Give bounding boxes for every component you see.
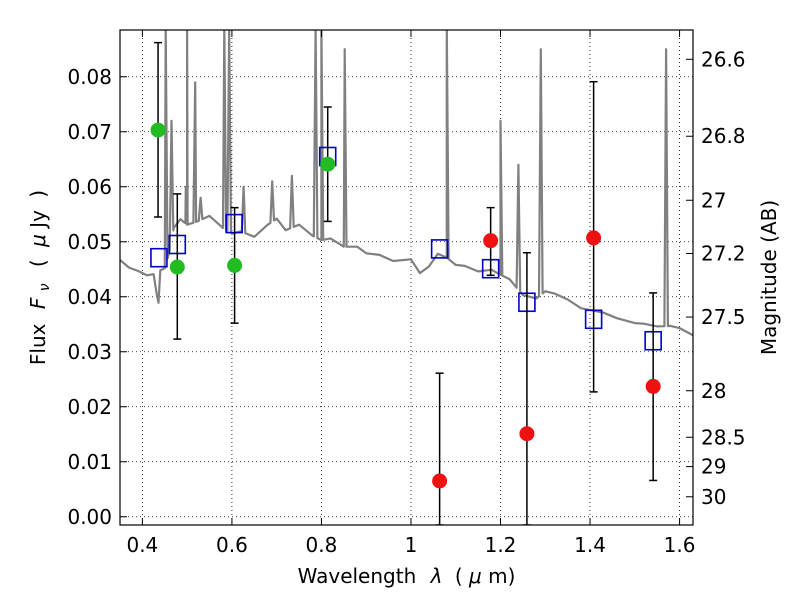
model-spectrum-line (120, 30, 693, 337)
optical-detection-point (320, 156, 336, 172)
mag-tick-label: 26.8 (701, 124, 746, 148)
x-axis-title: Wavelength λ ( μ m) (298, 564, 516, 588)
plot-frame (119, 29, 694, 526)
x-tick-label: 1 (405, 533, 418, 557)
optical-detection-point (227, 257, 243, 273)
x-axis-title-unit-rest: m) (488, 564, 515, 588)
mag-tick-label: 29 (701, 455, 726, 479)
y-tick-label: 0.04 (67, 285, 112, 309)
mag-tick-label: 27 (701, 188, 726, 212)
y-axis-title-symbol: F (26, 297, 50, 309)
y-tick-label: 0.05 (67, 230, 112, 254)
x-tick-label: 1.6 (664, 533, 696, 557)
y-axis-title-unit-close: ) (26, 190, 50, 198)
nir-detection-point (432, 473, 448, 489)
axes: 0.4 0.6 0.8 1 1.2 1.4 1.6 0.00 0.01 0.02 0.03 0.04 0… (67, 30, 746, 557)
y-tick-label: 0.08 (67, 65, 112, 89)
x-tick-label: 0.8 (306, 533, 338, 557)
y-axis-title-text: Flux (26, 323, 50, 365)
x-axis-title-symbol: λ (430, 564, 443, 588)
mag-tick-label: 28 (701, 379, 726, 403)
nir-detection-point (645, 378, 661, 394)
grid-lines (120, 30, 693, 525)
nir-detection-point (586, 230, 602, 246)
plot-area (120, 30, 693, 525)
y-axis-title-unit-mu: μ (26, 234, 50, 248)
x-axis-title-unit-open: ( (455, 564, 463, 588)
y-axis-title-unit-rest: Jy (26, 210, 50, 230)
y-axis-title-unit-open: ( (26, 259, 50, 267)
nir-detection-point (519, 426, 535, 442)
model-photometry-point (150, 247, 168, 268)
y-tick-label: 0.06 (67, 175, 112, 199)
mag-tick-label: 30 (701, 485, 726, 509)
y-axis-title: Flux F ν ( μ Jy ) (26, 190, 54, 365)
model-photometry-point (430, 239, 449, 259)
mag-tick-label: 26.6 (701, 47, 746, 71)
y-tick-label: 0.02 (67, 395, 112, 419)
x-tick-label: 1.2 (485, 533, 517, 557)
nir-detection-point (483, 233, 499, 249)
x-axis-title-text: Wavelength (298, 564, 417, 588)
y-tick-label: 0.01 (67, 450, 112, 474)
x-tick-label: 1.4 (574, 533, 606, 557)
optical-detection-point (169, 259, 185, 275)
y-tick-label: 0.07 (67, 120, 112, 144)
x-axis-title-unit-mu: μ (468, 564, 482, 588)
optical-detection-point (150, 122, 166, 138)
right-axis-title: Magnitude (AB) (757, 200, 781, 355)
y-tick-label: 0.03 (67, 340, 112, 364)
mag-tick-label: 27.2 (701, 242, 746, 266)
mag-tick-label: 28.5 (701, 425, 746, 449)
x-tick-label: 0.4 (126, 533, 158, 557)
x-tick-label: 0.6 (216, 533, 248, 557)
mag-tick-label: 27.5 (701, 305, 746, 329)
y-tick-label: 0.00 (67, 505, 112, 529)
y-axis-title-subscript: ν (37, 283, 53, 291)
